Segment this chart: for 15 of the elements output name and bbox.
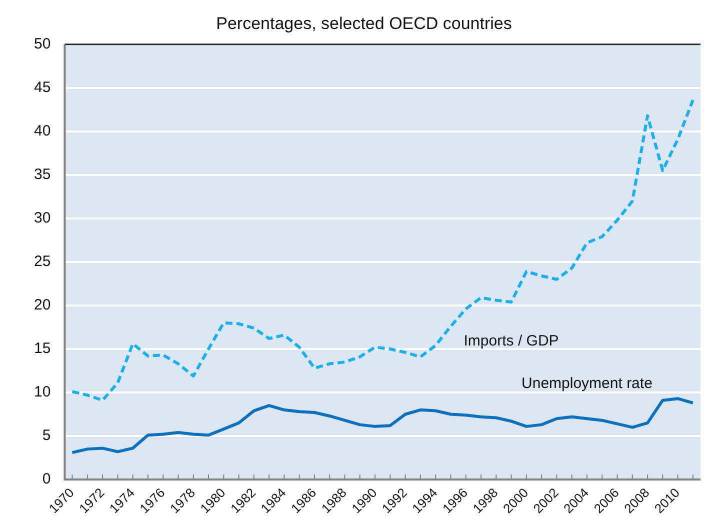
y-tick-label: 15 — [34, 340, 51, 358]
y-tick-label: 30 — [34, 210, 51, 227]
y-tick-label: 5 — [42, 427, 51, 444]
y-tick-label: 40 — [34, 122, 51, 140]
y-tick-label: 25 — [34, 253, 51, 270]
y-tick-label: 0 — [42, 470, 51, 488]
y-tick-label: 50 — [34, 36, 51, 53]
y-tick-label: 45 — [34, 79, 51, 96]
y-tick-label: 35 — [34, 166, 51, 184]
series-label: Unemployment rate — [522, 374, 652, 392]
line-series — [70, 98, 694, 402]
chart-title: Percentages, selected OECD countries — [216, 14, 512, 33]
y-tick-label: 20 — [34, 296, 51, 314]
series-label: Imports / GDP — [464, 332, 559, 350]
y-tick-label: 10 — [34, 384, 51, 401]
